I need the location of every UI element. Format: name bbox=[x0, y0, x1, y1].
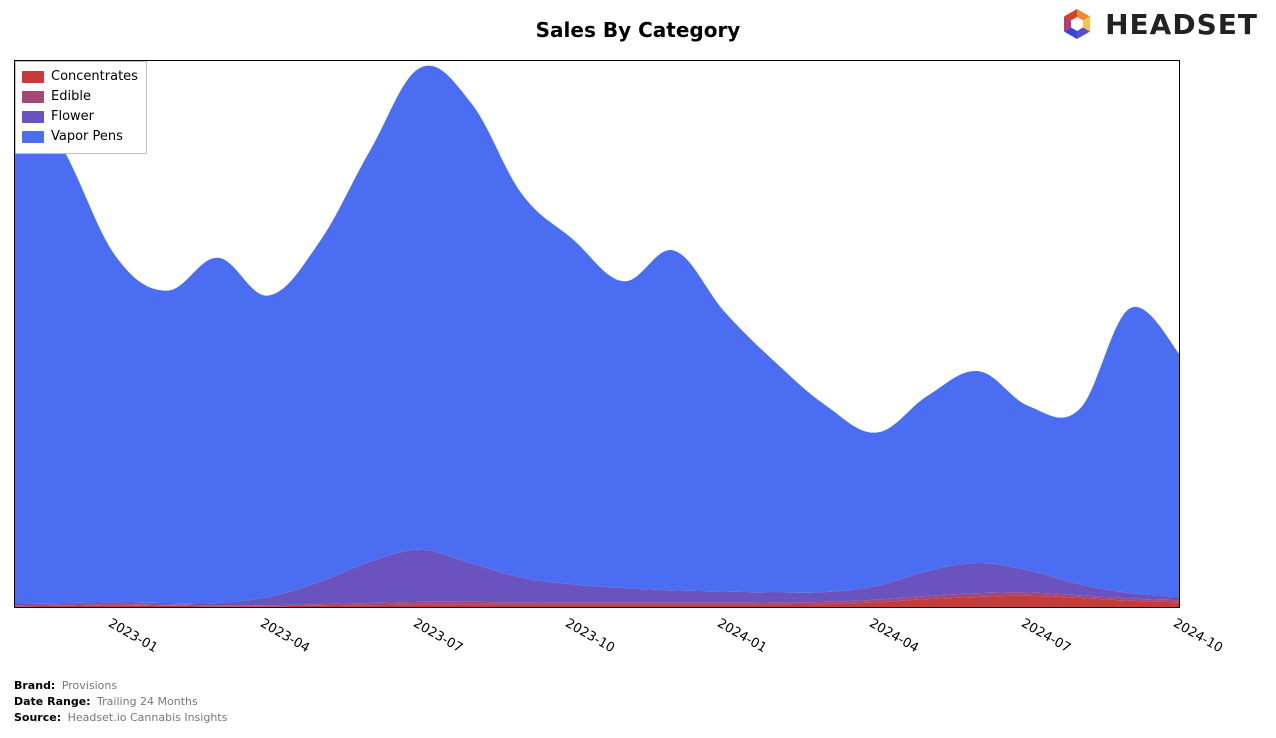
legend-swatch bbox=[22, 111, 44, 123]
x-tick-label: 2024-07 bbox=[1018, 616, 1073, 656]
stacked-area-svg bbox=[15, 61, 1180, 608]
x-tick-label: 2023-10 bbox=[562, 616, 617, 656]
x-tick-label: 2024-10 bbox=[1171, 616, 1226, 656]
legend-item: Concentrates bbox=[22, 67, 138, 87]
meta-row: Source: Headset.io Cannabis Insights bbox=[14, 710, 227, 726]
legend-item: Flower bbox=[22, 107, 138, 127]
meta-value: Provisions bbox=[58, 679, 117, 692]
legend-label: Concentrates bbox=[51, 67, 138, 87]
legend-label: Vapor Pens bbox=[51, 127, 123, 147]
meta-row: Brand: Provisions bbox=[14, 678, 227, 694]
legend-label: Flower bbox=[51, 107, 94, 127]
logo-icon bbox=[1057, 4, 1097, 44]
x-tick-label: 2024-01 bbox=[714, 616, 769, 656]
x-tick-label: 2023-01 bbox=[106, 616, 161, 656]
chart-container: Sales By Category HEADSET ConcentratesEd… bbox=[0, 0, 1276, 738]
brand-logo: HEADSET bbox=[1057, 4, 1258, 44]
meta-row: Date Range: Trailing 24 Months bbox=[14, 694, 227, 710]
x-tick-label: 2024-04 bbox=[866, 616, 921, 656]
chart-metadata: Brand: ProvisionsDate Range: Trailing 24… bbox=[14, 678, 227, 726]
legend-swatch bbox=[22, 71, 44, 83]
meta-value: Headset.io Cannabis Insights bbox=[64, 711, 227, 724]
legend-item: Edible bbox=[22, 87, 138, 107]
legend-swatch bbox=[22, 91, 44, 103]
meta-label: Date Range: bbox=[14, 695, 91, 708]
meta-value: Trailing 24 Months bbox=[94, 695, 198, 708]
meta-label: Brand: bbox=[14, 679, 55, 692]
legend: ConcentratesEdibleFlowerVapor Pens bbox=[15, 61, 147, 154]
logo-text: HEADSET bbox=[1105, 8, 1258, 41]
legend-swatch bbox=[22, 131, 44, 143]
x-axis-ticks: 2023-01 2023-04 2023-07 2023-10 2024-01 2024-… bbox=[14, 616, 1180, 676]
plot-area: ConcentratesEdibleFlowerVapor Pens bbox=[14, 60, 1180, 608]
legend-label: Edible bbox=[51, 87, 91, 107]
x-tick-label: 2023-07 bbox=[410, 616, 465, 656]
meta-label: Source: bbox=[14, 711, 61, 724]
x-tick-label: 2023-04 bbox=[258, 616, 313, 656]
area-series bbox=[15, 66, 1180, 604]
legend-item: Vapor Pens bbox=[22, 127, 138, 147]
